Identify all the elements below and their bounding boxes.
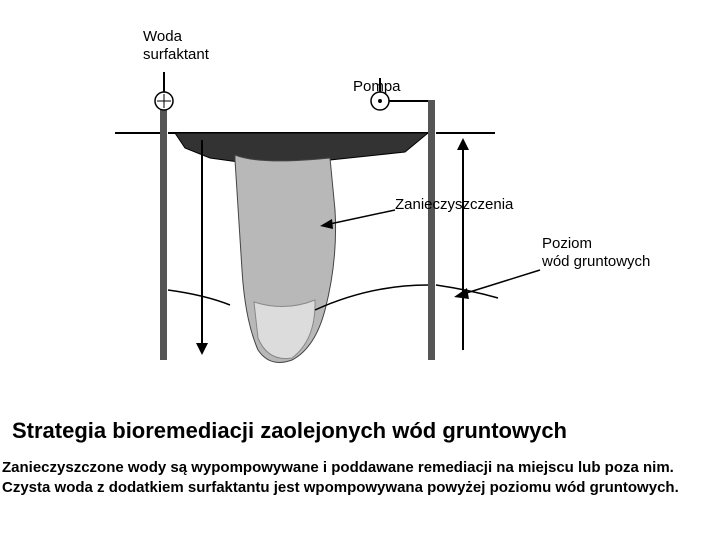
right-well	[428, 100, 435, 360]
gw-curve-mid	[315, 285, 428, 310]
flow-up-head	[457, 138, 469, 150]
gw-curve-left	[168, 290, 230, 305]
body-paragraph: Zanieczyszczone wody są wypompowywane i …	[2, 458, 714, 499]
pump-dot	[378, 99, 382, 103]
label-injection: Woda surfaktant	[143, 28, 209, 64]
label-pump: Pompa	[353, 78, 401, 96]
diagram-svg	[0, 0, 720, 400]
flow-down-head	[196, 343, 208, 355]
left-well	[160, 100, 167, 360]
label-contamination: Zanieczyszczenia	[395, 196, 513, 214]
label-groundwater: Poziom wód gruntowych	[542, 235, 650, 271]
page-title: Strategia bioremediacji zaolejonych wód …	[12, 418, 567, 444]
gw-pointer	[460, 270, 540, 295]
diagram-area: Woda surfaktant Pompa Zanieczyszczenia P…	[0, 0, 720, 400]
